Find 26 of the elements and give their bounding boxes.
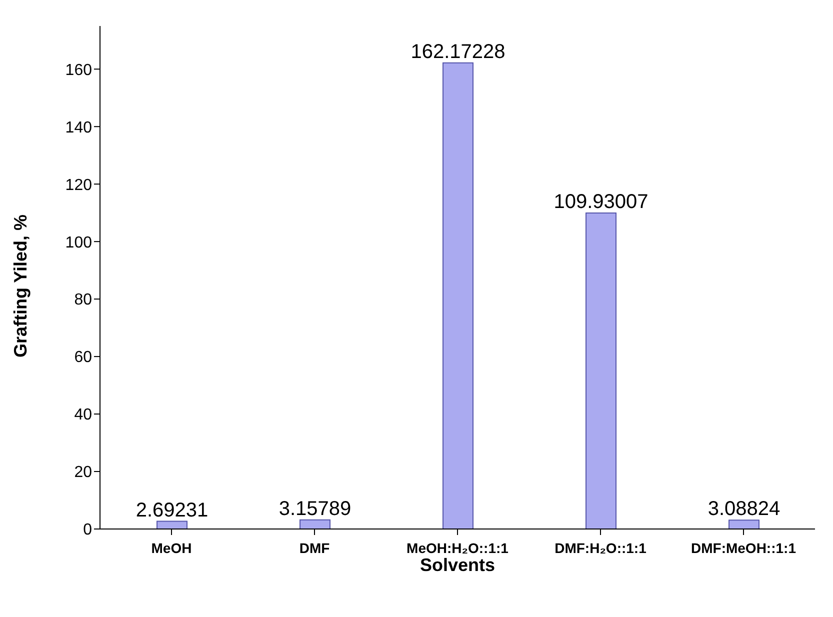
x-tick-label: DMF:MeOH::1:1 [691, 540, 796, 556]
data-label: 2.69231 [136, 499, 208, 522]
y-tick-label: 120 [65, 176, 92, 194]
y-axis-title: Grafting Yiled, % [10, 214, 30, 358]
bar [586, 212, 616, 529]
data-label: 162.17228 [410, 40, 506, 63]
data-label: 109.93007 [554, 191, 648, 214]
y-tick-label: 80 [74, 292, 92, 309]
bar [156, 520, 188, 529]
x-axis-title: Solvents [420, 555, 496, 575]
x-tick-label: DMF [299, 540, 330, 556]
data-label: 3.15789 [278, 498, 352, 520]
data-label: 3.08824 [708, 498, 780, 520]
y-tick-label: 0 [83, 522, 92, 539]
y-tick-label: 100 [65, 234, 92, 252]
x-tick-label: MeOH:H₂O::1:1 [406, 540, 509, 556]
y-tick-label: 40 [74, 406, 92, 424]
y-tick-label: 20 [74, 464, 92, 482]
bar [442, 62, 474, 529]
x-tick-label: MeOH [151, 540, 192, 556]
bar [728, 520, 760, 529]
x-tick-label: DMF:H₂O::1:1 [554, 540, 647, 556]
y-tick-label: 60 [74, 349, 92, 366]
y-tick-label: 160 [65, 62, 92, 79]
y-tick-label: 140 [65, 119, 92, 136]
bar [300, 519, 330, 529]
